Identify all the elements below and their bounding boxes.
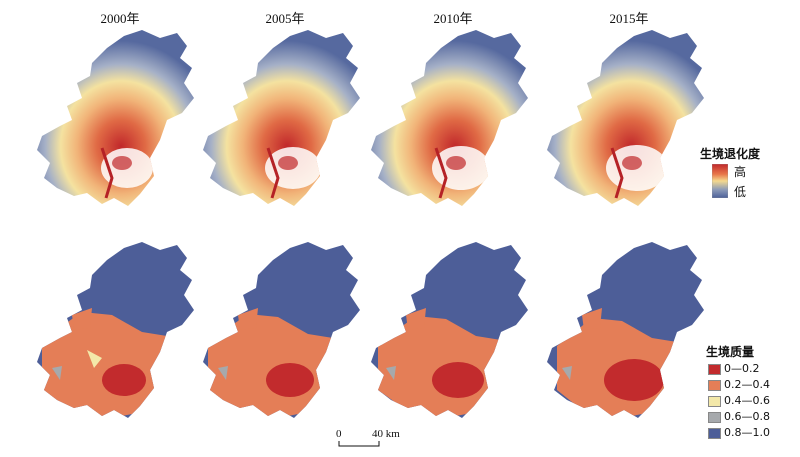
year-label-2000: 2000年 xyxy=(100,11,140,26)
year-label-2015: 2015年 xyxy=(609,11,649,26)
degradation-map-2015 xyxy=(547,30,704,206)
quality-map-2010 xyxy=(371,242,528,418)
quality-legend-title: 生境质量 xyxy=(706,345,755,359)
quality-swatch-2 xyxy=(708,396,721,407)
quality-legend-label: 0.8—1.0 xyxy=(724,426,770,439)
scale-bar xyxy=(338,441,380,447)
quality-swatch-3 xyxy=(708,412,721,423)
quality-legend-label: 0—0.2 xyxy=(724,362,760,375)
degradation-legend-title: 生境退化度 xyxy=(700,147,761,161)
degradation-legend-high: 高 xyxy=(734,165,747,179)
quality-swatch-0 xyxy=(708,364,721,375)
degradation-legend-low: 低 xyxy=(734,185,747,199)
quality-legend-label: 0.2—0.4 xyxy=(724,378,770,391)
quality-map-2015 xyxy=(547,242,704,418)
quality-map-2005 xyxy=(203,242,360,418)
year-label-2005: 2005年 xyxy=(265,11,305,26)
quality-swatch-4 xyxy=(708,428,721,439)
year-label-2010: 2010年 xyxy=(433,11,473,26)
scale-bar-zero: 0 xyxy=(336,428,342,440)
quality-legend-label: 0.6—0.8 xyxy=(724,410,770,423)
degradation-map-2010 xyxy=(371,30,528,206)
degradation-map-2005 xyxy=(203,30,360,206)
quality-swatch-1 xyxy=(708,380,721,391)
quality-map-2000 xyxy=(37,242,194,418)
degradation-legend-gradient xyxy=(712,164,728,198)
degradation-map-2000 xyxy=(37,30,194,206)
scale-bar-forty: 40 km xyxy=(372,428,400,440)
quality-legend-label: 0.4—0.6 xyxy=(724,394,770,407)
